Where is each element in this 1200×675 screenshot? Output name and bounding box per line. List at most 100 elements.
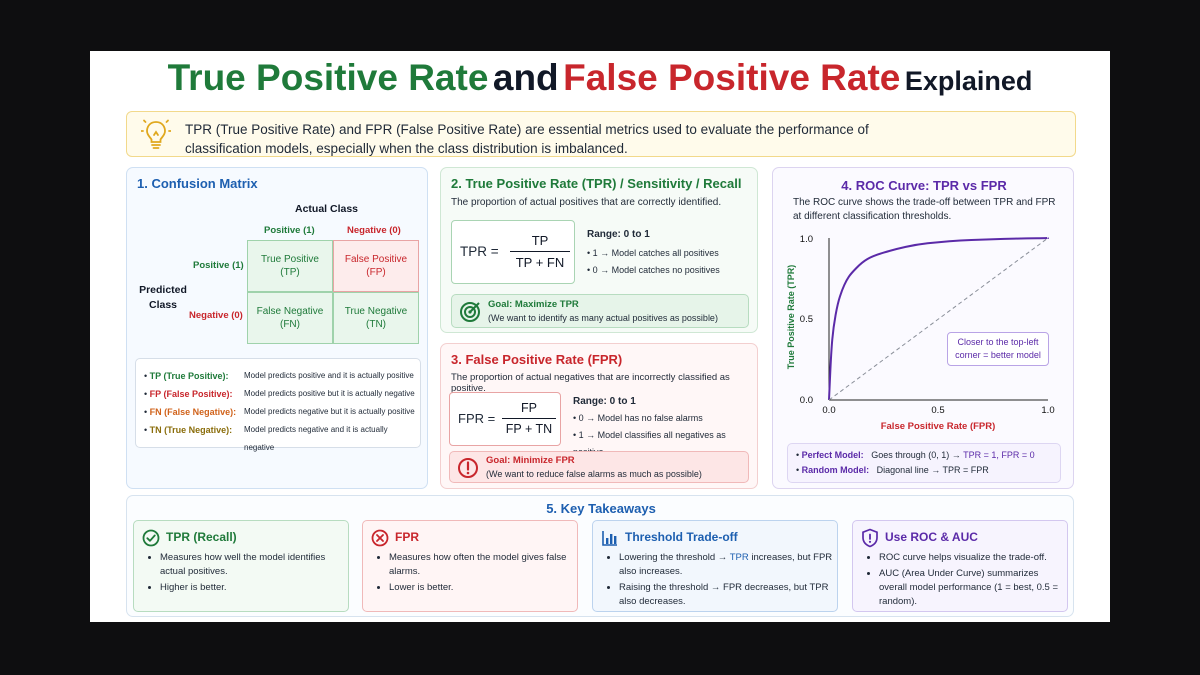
cell-true-positive: True Positive (TP) — [247, 240, 333, 292]
perfect-model-term: Perfect Model: — [801, 450, 864, 460]
fpr-bullet-1-text: 0 → Model has no false alarms — [578, 413, 703, 423]
roc-series-group — [828, 237, 1050, 401]
takeaways-heading: 5. Key Takeaways — [546, 501, 656, 516]
title-and: and — [492, 57, 559, 98]
legend-desc-list: Model predicts positive and it is actual… — [244, 367, 420, 457]
random-model-term: Random Model: — [801, 465, 870, 475]
fpr-formula-lhs: FPR = — [458, 411, 496, 426]
legend-term-fn: FN (False Negative): — [149, 407, 237, 417]
tpr-bullets: • 1 → Model catches all positives • 0 → … — [587, 245, 720, 279]
fpr-goal-box: Goal: Minimize FPR (We want to reduce fa… — [449, 451, 749, 483]
roc-desc-line-2: at different classification thresholds. — [793, 211, 952, 222]
x-tick-0: 0.0 — [822, 405, 835, 416]
takeaway-card-fpr: FPR Measures how often the model gives f… — [362, 520, 578, 612]
tpr-goal-text: (We want to identify as many actual posi… — [488, 313, 718, 323]
confusion-legend: • TP (True Positive): • FP (False Positi… — [135, 358, 421, 452]
takeaway-fpr-list: Measures how often the model gives false… — [375, 551, 571, 597]
cell-true-negative: True Negative (TN) — [333, 292, 419, 344]
roc-curve — [828, 237, 1050, 401]
perfect-model-desc: Goes through (0, 1) → — [871, 450, 964, 460]
legend-item-fp: • FP (False Positive): — [144, 389, 233, 399]
takeaway-threshold-bullet-1: Lowering the threshold → TPR increases, … — [619, 551, 833, 579]
intro-line-2: classification models, especially when t… — [185, 141, 628, 156]
tpr-panel: 2. True Positive Rate (TPR) / Sensitivit… — [440, 167, 758, 333]
cell-false-positive: False Positive (FP) — [333, 240, 419, 292]
takeaway-fpr-title: FPR — [395, 530, 419, 544]
fpr-bullet-1: • 0 → Model has no false alarms — [573, 413, 703, 423]
tpr-denominator: TP + FN — [510, 251, 570, 270]
tpr-formula-box: TPR = TP TP + FN — [451, 220, 575, 284]
fp-label: False Positive — [344, 254, 408, 265]
tpr-bullet-1: • 1 → Model catches all positives — [587, 248, 719, 258]
page-title: True Positive Rate and False Positive Ra… — [90, 57, 1110, 99]
y-tick-05: 0.5 — [800, 314, 813, 325]
lightbulb-icon — [141, 119, 171, 149]
legend-desc-tp: Model predicts positive and it is actual… — [244, 371, 414, 380]
roc-callout-line-2: corner = better model — [955, 350, 1041, 360]
fpr-range: Range: 0 to 1 — [573, 396, 636, 407]
fpr-formula-box: FPR = FP FP + TN — [449, 392, 561, 446]
legend-term-fp: FP (False Positive): — [149, 389, 233, 399]
tpr-bullet-1-text: 1 → Model catches all positives — [592, 248, 719, 258]
tpr-formula-lhs: TPR = — [460, 244, 499, 259]
alert-circle-icon — [458, 458, 478, 478]
col-negative-label: Negative (0) — [347, 225, 401, 236]
x-axis-label: False Positive Rate (FPR) — [881, 421, 996, 432]
legend-term-tn: TN (True Negative): — [149, 425, 233, 435]
tpr-range: Range: 0 to 1 — [587, 229, 650, 240]
roc-callout: Closer to the top-left corner = better m… — [947, 332, 1049, 366]
takeaway-tpr-bullet-1: Measures how well the model identifies a… — [160, 551, 342, 579]
legend-desc-fn: Model predicts negative but it is actual… — [244, 407, 415, 416]
row-negative-label: Negative (0) — [189, 310, 243, 321]
roc-models-box: • Perfect Model: Goes through (0, 1) → T… — [787, 443, 1061, 483]
confusion-matrix-panel: 1. Confusion Matrix Actual Class Positiv… — [126, 167, 428, 489]
tp-abbr: (TP) — [280, 267, 300, 278]
takeaways-panel: 5. Key Takeaways TPR (Recall) Measures h… — [126, 495, 1074, 617]
roc-panel: 4. ROC Curve: TPR vs FPR The ROC curve s… — [772, 167, 1074, 489]
roc-chart: 1.0 0.5 0.0 0.0 0.5 1.0 False Positive R… — [786, 234, 1055, 432]
bar-chart-icon — [602, 531, 617, 546]
fn-label: False Negative — [256, 306, 324, 317]
tpr-goal-box: Goal: Maximize TPR (We want to identify … — [451, 294, 749, 328]
takeaway-roc-title: Use ROC & AUC — [885, 530, 978, 544]
takeaway-tpr-list: Measures how well the model identifies a… — [146, 551, 342, 597]
tn-label: True Negative — [344, 306, 408, 317]
confusion-heading: 1. Confusion Matrix — [137, 176, 258, 191]
legend-desc-tn: Model predicts negative and it is actual… — [244, 425, 388, 452]
fpr-description: The proportion of actual negatives that … — [451, 372, 730, 394]
tpr-heading: 2. True Positive Rate (TPR) / Sensitivit… — [451, 176, 742, 191]
fpr-goal-title: Goal: Minimize FPR — [486, 455, 575, 466]
tpr-bullet-2-text: 0 → Model catches no positives — [592, 265, 720, 275]
tpr-goal-title: Goal: Maximize TPR — [488, 299, 579, 310]
predicted-class-label: Predicted Class — [137, 283, 189, 313]
row-positive-label: Positive (1) — [193, 260, 244, 271]
legend-term-tp: TP (True Positive): — [149, 371, 229, 381]
slide: True Positive Rate and False Positive Ra… — [90, 51, 1110, 622]
target-icon — [460, 302, 480, 322]
takeaway-fpr-bullet-1: Measures how often the model gives false… — [389, 551, 571, 579]
x-circle-icon — [371, 529, 389, 547]
title-explained: Explained — [904, 66, 1033, 96]
actual-class-label: Actual Class — [295, 203, 359, 215]
takeaway-roc-list: ROC curve helps visualize the trade-off.… — [865, 551, 1063, 611]
roc-callout-line-1: Closer to the top-left — [957, 337, 1039, 347]
random-diagonal-line — [828, 237, 1049, 401]
title-tpr: True Positive Rate — [167, 57, 489, 98]
fpr-denominator: FP + TN — [502, 418, 556, 436]
tpr-numerator: TP — [531, 233, 549, 248]
y-axis-label: True Positive Rate (TPR) — [786, 265, 796, 370]
cell-false-negative: False Negative (FN) — [247, 292, 333, 344]
y-tick-0: 0.0 — [800, 395, 813, 406]
x-tick-1: 1.0 — [1041, 405, 1054, 416]
takeaway-card-roc: Use ROC & AUC ROC curve helps visualize … — [852, 520, 1068, 612]
tp-label: True Positive — [261, 254, 319, 265]
threshold-bullet-1-tpr: TPR — [729, 552, 749, 563]
predicted-line-1: Predicted — [139, 284, 187, 296]
threshold-bullet-1-a: Lowering the threshold → — [619, 552, 730, 563]
tn-abbr: (TN) — [366, 319, 386, 330]
takeaway-threshold-title: Threshold Trade-off — [625, 530, 738, 544]
fpr-panel: 3. False Positive Rate (FPR) The proport… — [440, 343, 758, 489]
roc-desc-line-1: The ROC curve shows the trade-off betwee… — [793, 197, 1056, 208]
takeaway-threshold-list: Lowering the threshold → TPR increases, … — [605, 551, 833, 611]
legend-item-tp: • TP (True Positive): — [144, 371, 229, 381]
